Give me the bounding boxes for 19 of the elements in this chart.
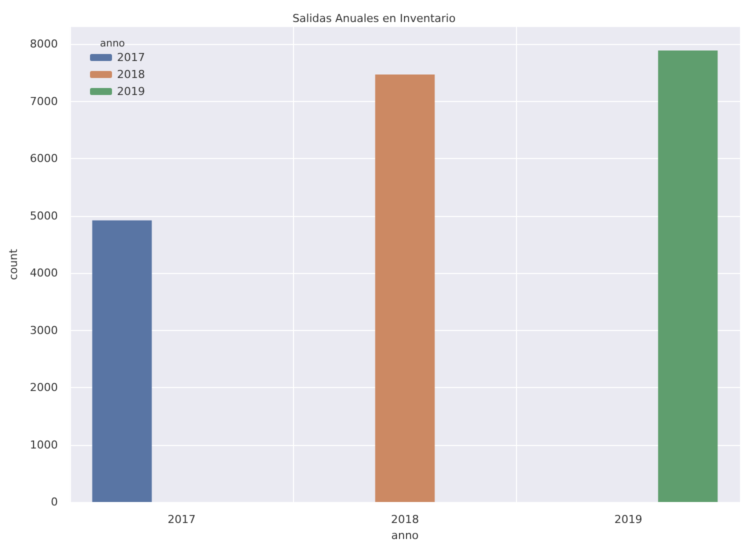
y-tick-label: 8000 bbox=[30, 38, 58, 51]
chart-title: Salidas Anuales en Inventario bbox=[292, 12, 456, 25]
y-tick-label: 0 bbox=[50, 496, 58, 508]
legend-title: anno bbox=[100, 38, 125, 50]
x-axis-title: anno bbox=[391, 529, 419, 542]
y-tick-label: 1000 bbox=[30, 438, 58, 452]
x-tick-label: 2018 bbox=[390, 513, 419, 526]
y-tick-label: 3000 bbox=[30, 324, 58, 337]
y-tick-label: 4000 bbox=[30, 266, 58, 280]
y-tick-label: 2000 bbox=[30, 381, 58, 394]
y-tick-label: 6000 bbox=[30, 152, 58, 166]
y-tick-label: 5000 bbox=[30, 209, 58, 222]
legend-label: 2017 bbox=[117, 51, 145, 64]
legend-label: 2018 bbox=[117, 68, 145, 81]
y-tick-label: 7000 bbox=[30, 94, 58, 108]
legend-label: 2019 bbox=[117, 85, 145, 98]
x-tick-label: 2017 bbox=[168, 513, 196, 526]
x-tick-label: 2019 bbox=[614, 513, 642, 526]
y-axis-title: count bbox=[7, 248, 20, 280]
